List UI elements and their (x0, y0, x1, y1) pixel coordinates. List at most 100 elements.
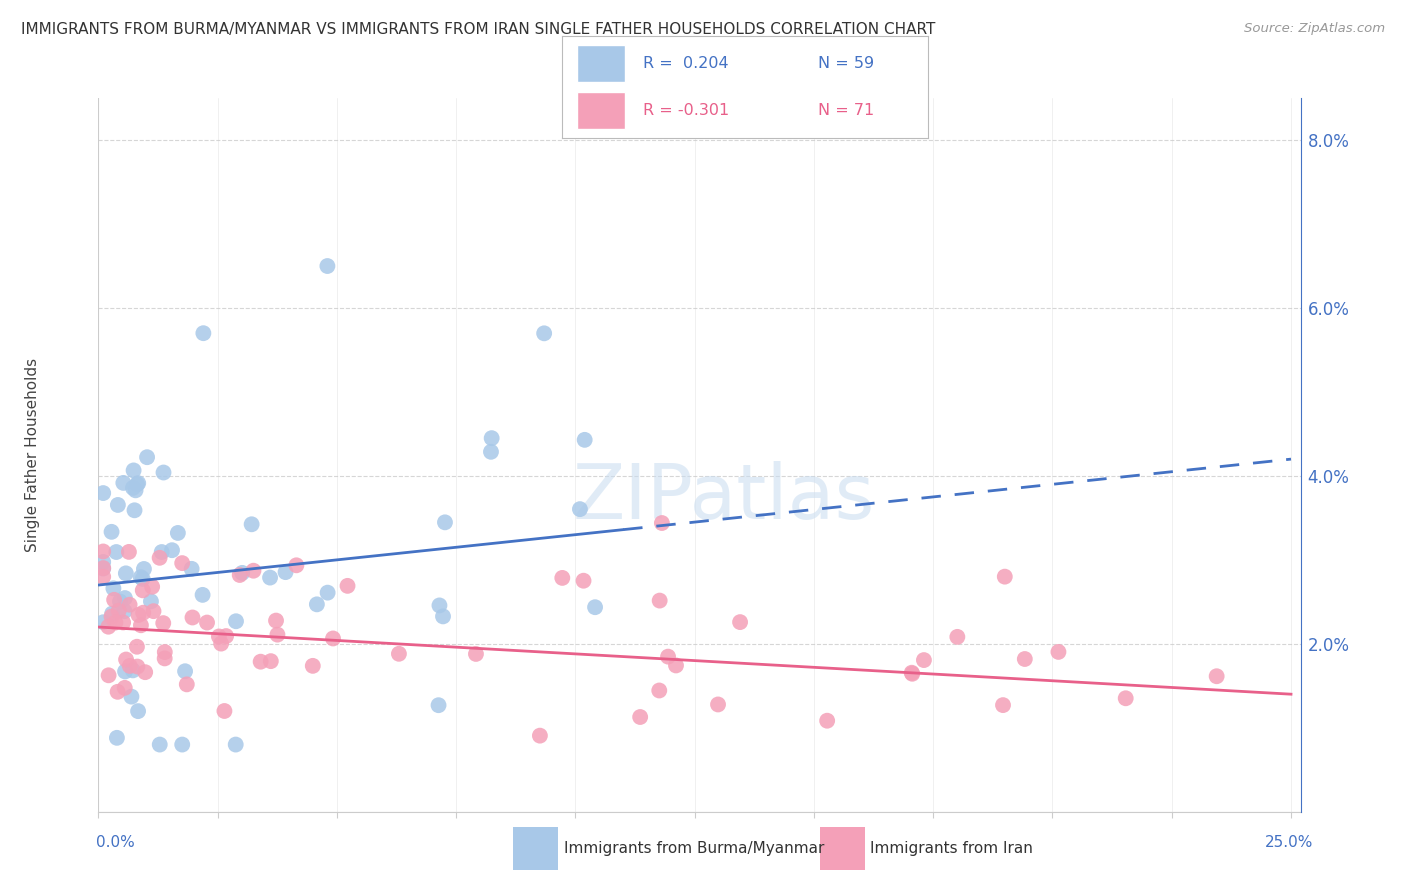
Point (115, 566, 138, 581)
Point (285, 558, 308, 573)
Point (264, 614, 287, 628)
Point (208, 630, 231, 644)
Point (316, 585, 339, 599)
Text: Immigrants from Iran: Immigrants from Iran (870, 841, 1033, 855)
Point (388, 647, 411, 661)
Point (131, 572, 153, 586)
Point (118, 545, 141, 559)
Point (91, 544, 114, 558)
Point (195, 615, 218, 630)
Text: R =  0.204: R = 0.204 (643, 56, 728, 70)
Point (91, 486, 114, 500)
Point (215, 629, 238, 643)
Point (122, 463, 145, 477)
Point (574, 433, 596, 447)
Point (628, 710, 651, 724)
Point (150, 545, 173, 559)
Point (479, 445, 502, 459)
Point (91, 561, 114, 575)
Point (91, 615, 114, 630)
Point (648, 593, 671, 607)
Point (551, 571, 574, 585)
Point (124, 483, 146, 498)
Point (167, 525, 190, 540)
Point (225, 614, 247, 628)
Point (108, 594, 131, 608)
Text: R = -0.301: R = -0.301 (643, 103, 730, 118)
Point (572, 574, 595, 588)
Point (228, 568, 250, 582)
Point (142, 604, 165, 618)
Point (152, 466, 174, 480)
Point (728, 615, 751, 629)
Point (125, 477, 148, 491)
Point (657, 649, 679, 664)
Point (181, 610, 204, 624)
Point (132, 606, 155, 620)
Point (127, 476, 149, 491)
Text: ZIPatlas: ZIPatlas (572, 461, 875, 534)
Point (214, 704, 236, 718)
Point (429, 599, 451, 613)
Point (149, 738, 172, 752)
Point (101, 607, 124, 621)
Point (97, 668, 120, 682)
Point (433, 516, 456, 530)
Point (174, 665, 197, 679)
Point (912, 653, 935, 667)
Point (193, 326, 215, 341)
Point (427, 698, 450, 713)
Point (153, 651, 176, 665)
Point (121, 664, 143, 678)
Point (114, 591, 136, 605)
Point (322, 632, 344, 646)
Point (132, 583, 155, 598)
Point (132, 562, 155, 576)
Point (901, 666, 924, 681)
Point (274, 565, 297, 579)
Point (114, 665, 136, 679)
Bar (576, 45, 624, 82)
Point (114, 681, 136, 695)
Point (481, 431, 503, 445)
Point (991, 698, 1014, 712)
Point (172, 738, 194, 752)
Point (249, 655, 271, 669)
Point (107, 604, 129, 618)
Point (91, 555, 114, 569)
Point (815, 714, 838, 728)
Point (900, 665, 922, 680)
Text: 25.0%: 25.0% (1265, 836, 1313, 850)
Text: Source: ZipAtlas.com: Source: ZipAtlas.com (1244, 22, 1385, 36)
Point (127, 659, 149, 673)
Point (112, 615, 135, 630)
Point (336, 579, 359, 593)
Point (301, 658, 323, 673)
Point (103, 592, 125, 607)
Point (648, 683, 671, 698)
Point (120, 690, 142, 704)
Point (231, 566, 253, 580)
Point (242, 564, 264, 578)
Point (432, 609, 454, 624)
Point (259, 571, 281, 585)
Point (100, 524, 122, 539)
Point (114, 604, 136, 618)
Point (129, 618, 152, 632)
Text: 0.0%: 0.0% (96, 836, 135, 850)
Point (707, 698, 730, 712)
Point (97, 620, 120, 634)
Point (115, 652, 138, 666)
Point (172, 556, 194, 570)
Point (946, 630, 969, 644)
Point (122, 481, 145, 495)
Point (266, 627, 288, 641)
Point (568, 502, 591, 516)
Point (533, 326, 555, 341)
Point (112, 475, 135, 490)
Point (176, 677, 198, 691)
Text: N = 59: N = 59 (818, 56, 875, 70)
Point (107, 498, 129, 512)
Point (136, 450, 159, 465)
Bar (576, 92, 624, 129)
